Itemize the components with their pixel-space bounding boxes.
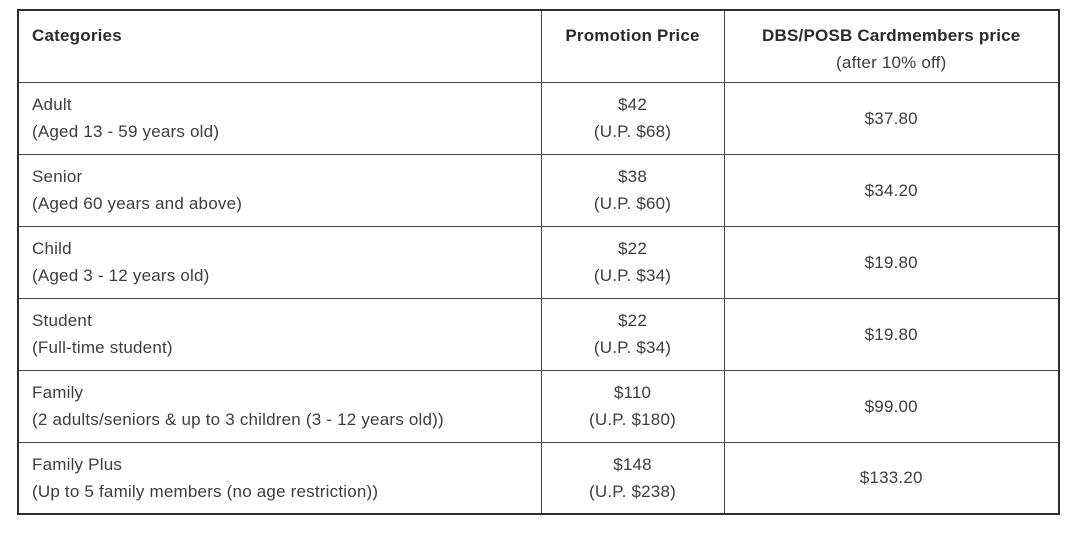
category-name: Adult (32, 95, 72, 114)
category-detail: (Aged 13 - 59 years old) (32, 122, 220, 141)
table-header: Categories Promotion Price DBS/POSB Card… (17, 9, 1060, 83)
category-cell: Child (Aged 3 - 12 years old) (17, 225, 542, 299)
cardmember-price: $99.00 (864, 396, 918, 416)
category-name: Family (32, 383, 84, 402)
category-cell: Student (Full-time student) (17, 297, 542, 371)
header-cardmembers-price-label: DBS/POSB Cardmembers price (762, 26, 1021, 45)
usual-price: (U.P. $34) (593, 266, 672, 285)
promotion-price-cell: $38 (U.P. $60) (540, 153, 725, 227)
category-detail: (Full-time student) (32, 338, 173, 357)
category-cell: Adult (Aged 13 - 59 years old) (17, 81, 542, 155)
promotion-price-cell: $148 (U.P. $238) (540, 441, 725, 515)
ticket-pricing-table: Categories Promotion Price DBS/POSB Card… (17, 9, 1060, 515)
cardmember-price: $19.80 (864, 324, 918, 344)
category-cell: Family (2 adults/seniors & up to 3 child… (17, 369, 542, 443)
table-row-child: Child (Aged 3 - 12 years old) $22 (U.P. … (17, 225, 1060, 299)
promotion-price: $22 (618, 311, 647, 330)
cardmember-price: $37.80 (864, 108, 918, 128)
cardmember-price-cell: $19.80 (723, 297, 1060, 371)
promotion-price: $42 (618, 95, 647, 114)
cardmember-price-cell: $37.80 (723, 81, 1060, 155)
promotion-price: $148 (613, 454, 652, 474)
usual-price: (U.P. $238) (589, 481, 676, 501)
promotion-price: $22 (618, 239, 647, 258)
header-categories: Categories (17, 9, 542, 83)
usual-price: (U.P. $34) (593, 338, 672, 357)
category-cell: Senior (Aged 60 years and above) (17, 153, 542, 227)
header-row: Categories Promotion Price DBS/POSB Card… (17, 9, 1060, 83)
category-name: Family Plus (32, 454, 123, 474)
category-detail: (2 adults/seniors & up to 3 children (3 … (32, 410, 444, 429)
category-cell: Family Plus (Up to 5 family members (no … (17, 441, 542, 515)
table-row-adult: Adult (Aged 13 - 59 years old) $42 (U.P.… (17, 81, 1060, 155)
cardmember-price: $133.20 (859, 468, 923, 488)
promotion-price-cell: $22 (U.P. $34) (540, 297, 725, 371)
category-name: Child (32, 239, 72, 258)
category-name: Senior (32, 167, 83, 186)
table-row-senior: Senior (Aged 60 years and above) $38 (U.… (17, 153, 1060, 227)
category-detail: (Aged 3 - 12 years old) (32, 266, 210, 285)
promotion-price: $38 (618, 167, 647, 186)
cardmember-price-cell: $99.00 (723, 369, 1060, 443)
header-cardmembers-price-subtext: (after 10% off) (836, 53, 947, 72)
usual-price: (U.P. $68) (593, 122, 672, 141)
table-row-family: Family (2 adults/seniors & up to 3 child… (17, 369, 1060, 443)
promotion-price-cell: $22 (U.P. $34) (540, 225, 725, 299)
cardmember-price: $19.80 (864, 252, 918, 272)
usual-price: (U.P. $60) (593, 194, 672, 213)
table-row-student: Student (Full-time student) $22 (U.P. $3… (17, 297, 1060, 371)
category-detail: (Up to 5 family members (no age restrict… (32, 481, 379, 501)
promotion-price-cell: $42 (U.P. $68) (540, 81, 725, 155)
category-name: Student (32, 311, 93, 330)
cardmember-price: $34.20 (864, 180, 918, 200)
promotion-price: $110 (613, 383, 652, 402)
cardmember-price-cell: $19.80 (723, 225, 1060, 299)
table-row-family-plus: Family Plus (Up to 5 family members (no … (17, 441, 1060, 515)
cardmember-price-cell: $133.20 (723, 441, 1060, 515)
usual-price: (U.P. $180) (589, 410, 676, 429)
category-detail: (Aged 60 years and above) (32, 194, 243, 213)
promotion-price-cell: $110 (U.P. $180) (540, 369, 725, 443)
header-promotion-price: Promotion Price (540, 9, 725, 83)
table-body: Adult (Aged 13 - 59 years old) $42 (U.P.… (17, 81, 1060, 515)
cardmember-price-cell: $34.20 (723, 153, 1060, 227)
header-cardmembers-price: DBS/POSB Cardmembers price (after 10% of… (723, 9, 1060, 83)
